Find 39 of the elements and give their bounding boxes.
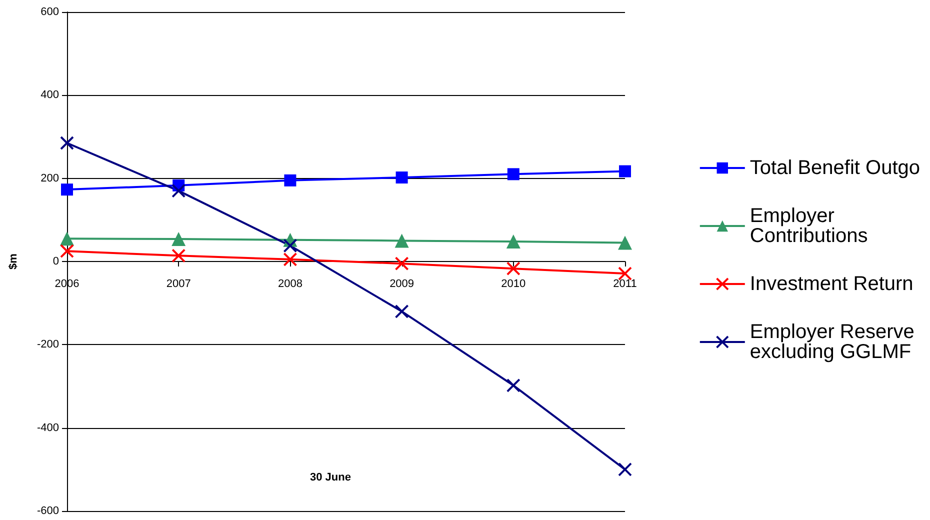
y-tick-label: -200 [36,338,59,351]
y-tick-label: 600 [40,6,59,18]
y-tick-label: -600 [36,505,59,517]
y-tick-label: 0 [52,256,59,268]
point [284,174,296,186]
legend-label: Investment Return [750,273,914,295]
x-tick-label: 2011 [613,278,637,290]
point [618,236,632,250]
point [618,462,632,476]
point [60,232,74,246]
y-axis-title: $m [8,253,20,270]
point [172,248,186,263]
point [506,262,520,276]
x-tick-label: 2007 [166,278,191,290]
legend-label: Total Benefit Outgo [750,157,920,179]
legend-label: Employer Contributions [750,205,868,247]
point [506,378,520,392]
y-tick-label: 200 [40,172,59,184]
point [396,172,408,184]
point [61,184,73,196]
point [60,244,74,258]
y-tick-label: 400 [40,89,59,102]
point [507,168,520,180]
y-tick-label: -400 [36,422,59,434]
x-axis-title: 30 June [310,472,351,484]
x-tick-label: 2010 [501,278,526,290]
x-tick-label: 2009 [390,278,414,290]
point [394,256,409,271]
legend-label: Employer Reserve excluding GGLMF [750,321,920,363]
point [283,252,298,266]
point [394,304,409,318]
point [283,238,298,253]
point [619,165,631,178]
x-tick-label: 2008 [278,278,302,290]
point [506,234,520,249]
point [60,136,74,150]
point [394,234,409,248]
point [172,232,186,246]
point [172,184,186,198]
